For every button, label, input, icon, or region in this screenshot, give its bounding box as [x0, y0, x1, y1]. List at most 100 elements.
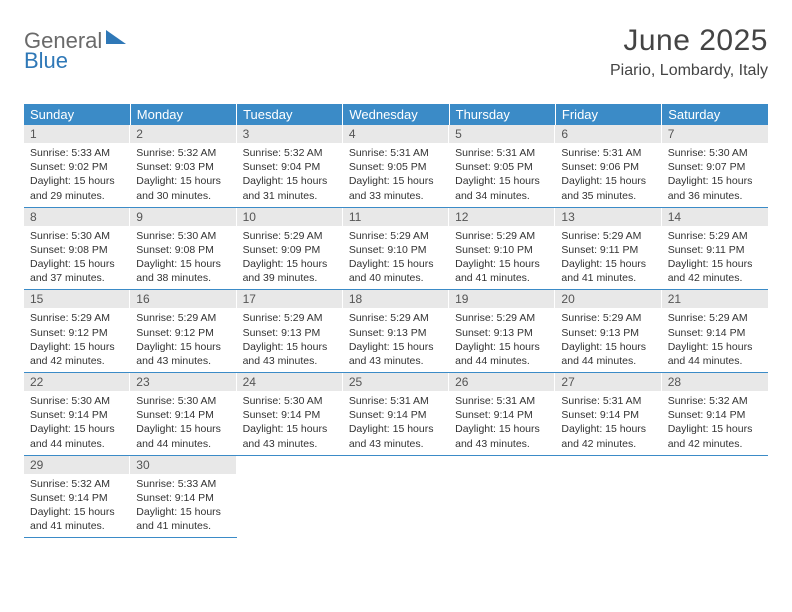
day-number: 6: [555, 125, 661, 143]
day-number: 11: [343, 208, 449, 226]
weekday-header: Sunday: [24, 104, 130, 125]
day-body: Sunrise: 5:29 AMSunset: 9:13 PMDaylight:…: [555, 308, 661, 372]
day-body: Sunrise: 5:29 AMSunset: 9:10 PMDaylight:…: [449, 226, 555, 290]
weekday-header: Friday: [555, 104, 661, 125]
calendar-cell: 3Sunrise: 5:32 AMSunset: 9:04 PMDaylight…: [237, 125, 343, 207]
sunset-line: Sunset: 9:06 PM: [561, 160, 655, 174]
daylight-line: Daylight: 15 hours and 43 minutes.: [349, 340, 443, 368]
daylight-line: Daylight: 15 hours and 43 minutes.: [243, 340, 337, 368]
sunset-line: Sunset: 9:02 PM: [30, 160, 124, 174]
calendar-row: 29Sunrise: 5:32 AMSunset: 9:14 PMDayligh…: [24, 455, 768, 538]
calendar-cell: 7Sunrise: 5:30 AMSunset: 9:07 PMDaylight…: [662, 125, 768, 207]
daylight-line: Daylight: 15 hours and 35 minutes.: [561, 174, 655, 202]
sunrise-line: Sunrise: 5:29 AM: [455, 229, 549, 243]
daylight-line: Daylight: 15 hours and 41 minutes.: [136, 505, 230, 533]
calendar-cell: 2Sunrise: 5:32 AMSunset: 9:03 PMDaylight…: [130, 125, 236, 207]
calendar-cell: 20Sunrise: 5:29 AMSunset: 9:13 PMDayligh…: [555, 290, 661, 373]
calendar-row: 8Sunrise: 5:30 AMSunset: 9:08 PMDaylight…: [24, 207, 768, 290]
title-block: June 2025 Piario, Lombardy, Italy: [610, 24, 768, 80]
sunset-line: Sunset: 9:10 PM: [455, 243, 549, 257]
calendar-cell: 25Sunrise: 5:31 AMSunset: 9:14 PMDayligh…: [343, 373, 449, 456]
sunrise-line: Sunrise: 5:30 AM: [136, 394, 230, 408]
weekday-header: Saturday: [662, 104, 768, 125]
day-number: 26: [449, 373, 555, 391]
sunrise-line: Sunrise: 5:32 AM: [243, 146, 337, 160]
day-number: 15: [24, 290, 130, 308]
calendar-cell: 19Sunrise: 5:29 AMSunset: 9:13 PMDayligh…: [449, 290, 555, 373]
sunset-line: Sunset: 9:08 PM: [30, 243, 124, 257]
day-number: 20: [555, 290, 661, 308]
location-subtitle: Piario, Lombardy, Italy: [610, 62, 768, 80]
calendar-cell: 14Sunrise: 5:29 AMSunset: 9:11 PMDayligh…: [662, 207, 768, 290]
calendar-cell: 1Sunrise: 5:33 AMSunset: 9:02 PMDaylight…: [24, 125, 130, 207]
day-body: Sunrise: 5:30 AMSunset: 9:08 PMDaylight:…: [24, 226, 130, 290]
sunrise-line: Sunrise: 5:29 AM: [136, 311, 230, 325]
day-body: Sunrise: 5:32 AMSunset: 9:14 PMDaylight:…: [662, 391, 768, 455]
sunset-line: Sunset: 9:09 PM: [243, 243, 337, 257]
daylight-line: Daylight: 15 hours and 42 minutes.: [561, 422, 655, 450]
day-number: 28: [662, 373, 768, 391]
sunset-line: Sunset: 9:14 PM: [30, 491, 124, 505]
calendar-cell: 24Sunrise: 5:30 AMSunset: 9:14 PMDayligh…: [237, 373, 343, 456]
sunset-line: Sunset: 9:13 PM: [455, 326, 549, 340]
sunset-line: Sunset: 9:05 PM: [455, 160, 549, 174]
daylight-line: Daylight: 15 hours and 41 minutes.: [30, 505, 124, 533]
sunrise-line: Sunrise: 5:31 AM: [561, 394, 655, 408]
day-number: 23: [130, 373, 236, 391]
daylight-line: Daylight: 15 hours and 43 minutes.: [243, 422, 337, 450]
day-number: 29: [24, 456, 130, 474]
calendar-cell: 12Sunrise: 5:29 AMSunset: 9:10 PMDayligh…: [449, 207, 555, 290]
sunrise-line: Sunrise: 5:29 AM: [243, 229, 337, 243]
sunrise-line: Sunrise: 5:29 AM: [30, 311, 124, 325]
sunset-line: Sunset: 9:11 PM: [668, 243, 762, 257]
day-number: 5: [449, 125, 555, 143]
day-number: 1: [24, 125, 130, 143]
calendar-row: 1Sunrise: 5:33 AMSunset: 9:02 PMDaylight…: [24, 125, 768, 207]
day-number: 13: [555, 208, 661, 226]
calendar-cell: 15Sunrise: 5:29 AMSunset: 9:12 PMDayligh…: [24, 290, 130, 373]
calendar-cell: 10Sunrise: 5:29 AMSunset: 9:09 PMDayligh…: [237, 207, 343, 290]
day-number: 18: [343, 290, 449, 308]
day-number: 17: [237, 290, 343, 308]
daylight-line: Daylight: 15 hours and 42 minutes.: [668, 257, 762, 285]
sunrise-line: Sunrise: 5:32 AM: [30, 477, 124, 491]
sunset-line: Sunset: 9:14 PM: [30, 408, 124, 422]
weekday-header: Wednesday: [343, 104, 449, 125]
daylight-line: Daylight: 15 hours and 44 minutes.: [455, 340, 549, 368]
day-number: 27: [555, 373, 661, 391]
calendar-cell: 29 Sunrise: 5:32 AMSunset: 9:14 PMDayligh…: [24, 455, 130, 538]
day-number: 14: [662, 208, 768, 226]
sunrise-line: Sunrise: 5:33 AM: [136, 477, 230, 491]
sunrise-line: Sunrise: 5:30 AM: [30, 229, 124, 243]
sunset-line: Sunset: 9:13 PM: [349, 326, 443, 340]
daylight-line: Daylight: 15 hours and 42 minutes.: [668, 422, 762, 450]
day-body: Sunrise: 5:29 AMSunset: 9:10 PMDaylight:…: [343, 226, 449, 290]
sunset-line: Sunset: 9:13 PM: [243, 326, 337, 340]
day-number: 21: [662, 290, 768, 308]
sunset-line: Sunset: 9:14 PM: [455, 408, 549, 422]
day-body: Sunrise: 5:31 AMSunset: 9:14 PMDaylight:…: [449, 391, 555, 455]
day-body: Sunrise: 5:30 AMSunset: 9:08 PMDaylight:…: [130, 226, 236, 290]
calendar-cell: 16Sunrise: 5:29 AMSunset: 9:12 PMDayligh…: [130, 290, 236, 373]
sunrise-line: Sunrise: 5:30 AM: [668, 146, 762, 160]
sunset-line: Sunset: 9:14 PM: [668, 408, 762, 422]
day-number: 8: [24, 208, 130, 226]
sunrise-line: Sunrise: 5:31 AM: [349, 146, 443, 160]
sunrise-line: Sunrise: 5:30 AM: [136, 229, 230, 243]
calendar-row: 22Sunrise: 5:30 AMSunset: 9:14 PMDayligh…: [24, 373, 768, 456]
day-number: 3: [237, 125, 343, 143]
sunrise-line: Sunrise: 5:29 AM: [668, 311, 762, 325]
sunset-line: Sunset: 9:10 PM: [349, 243, 443, 257]
day-body: Sunrise: 5:32 AMSunset: 9:03 PMDaylight:…: [130, 143, 236, 207]
day-body: Sunrise: 5:29 AMSunset: 9:11 PMDaylight:…: [555, 226, 661, 290]
sunset-line: Sunset: 9:14 PM: [561, 408, 655, 422]
daylight-line: Daylight: 15 hours and 43 minutes.: [136, 340, 230, 368]
daylight-line: Daylight: 15 hours and 30 minutes.: [136, 174, 230, 202]
calendar-cell: 13Sunrise: 5:29 AMSunset: 9:11 PMDayligh…: [555, 207, 661, 290]
daylight-line: Daylight: 15 hours and 38 minutes.: [136, 257, 230, 285]
day-body: Sunrise: 5:31 AMSunset: 9:06 PMDaylight:…: [555, 143, 661, 207]
weekday-header: Tuesday: [237, 104, 343, 125]
sunset-line: Sunset: 9:12 PM: [30, 326, 124, 340]
day-number: 24: [237, 373, 343, 391]
sunrise-line: Sunrise: 5:30 AM: [243, 394, 337, 408]
